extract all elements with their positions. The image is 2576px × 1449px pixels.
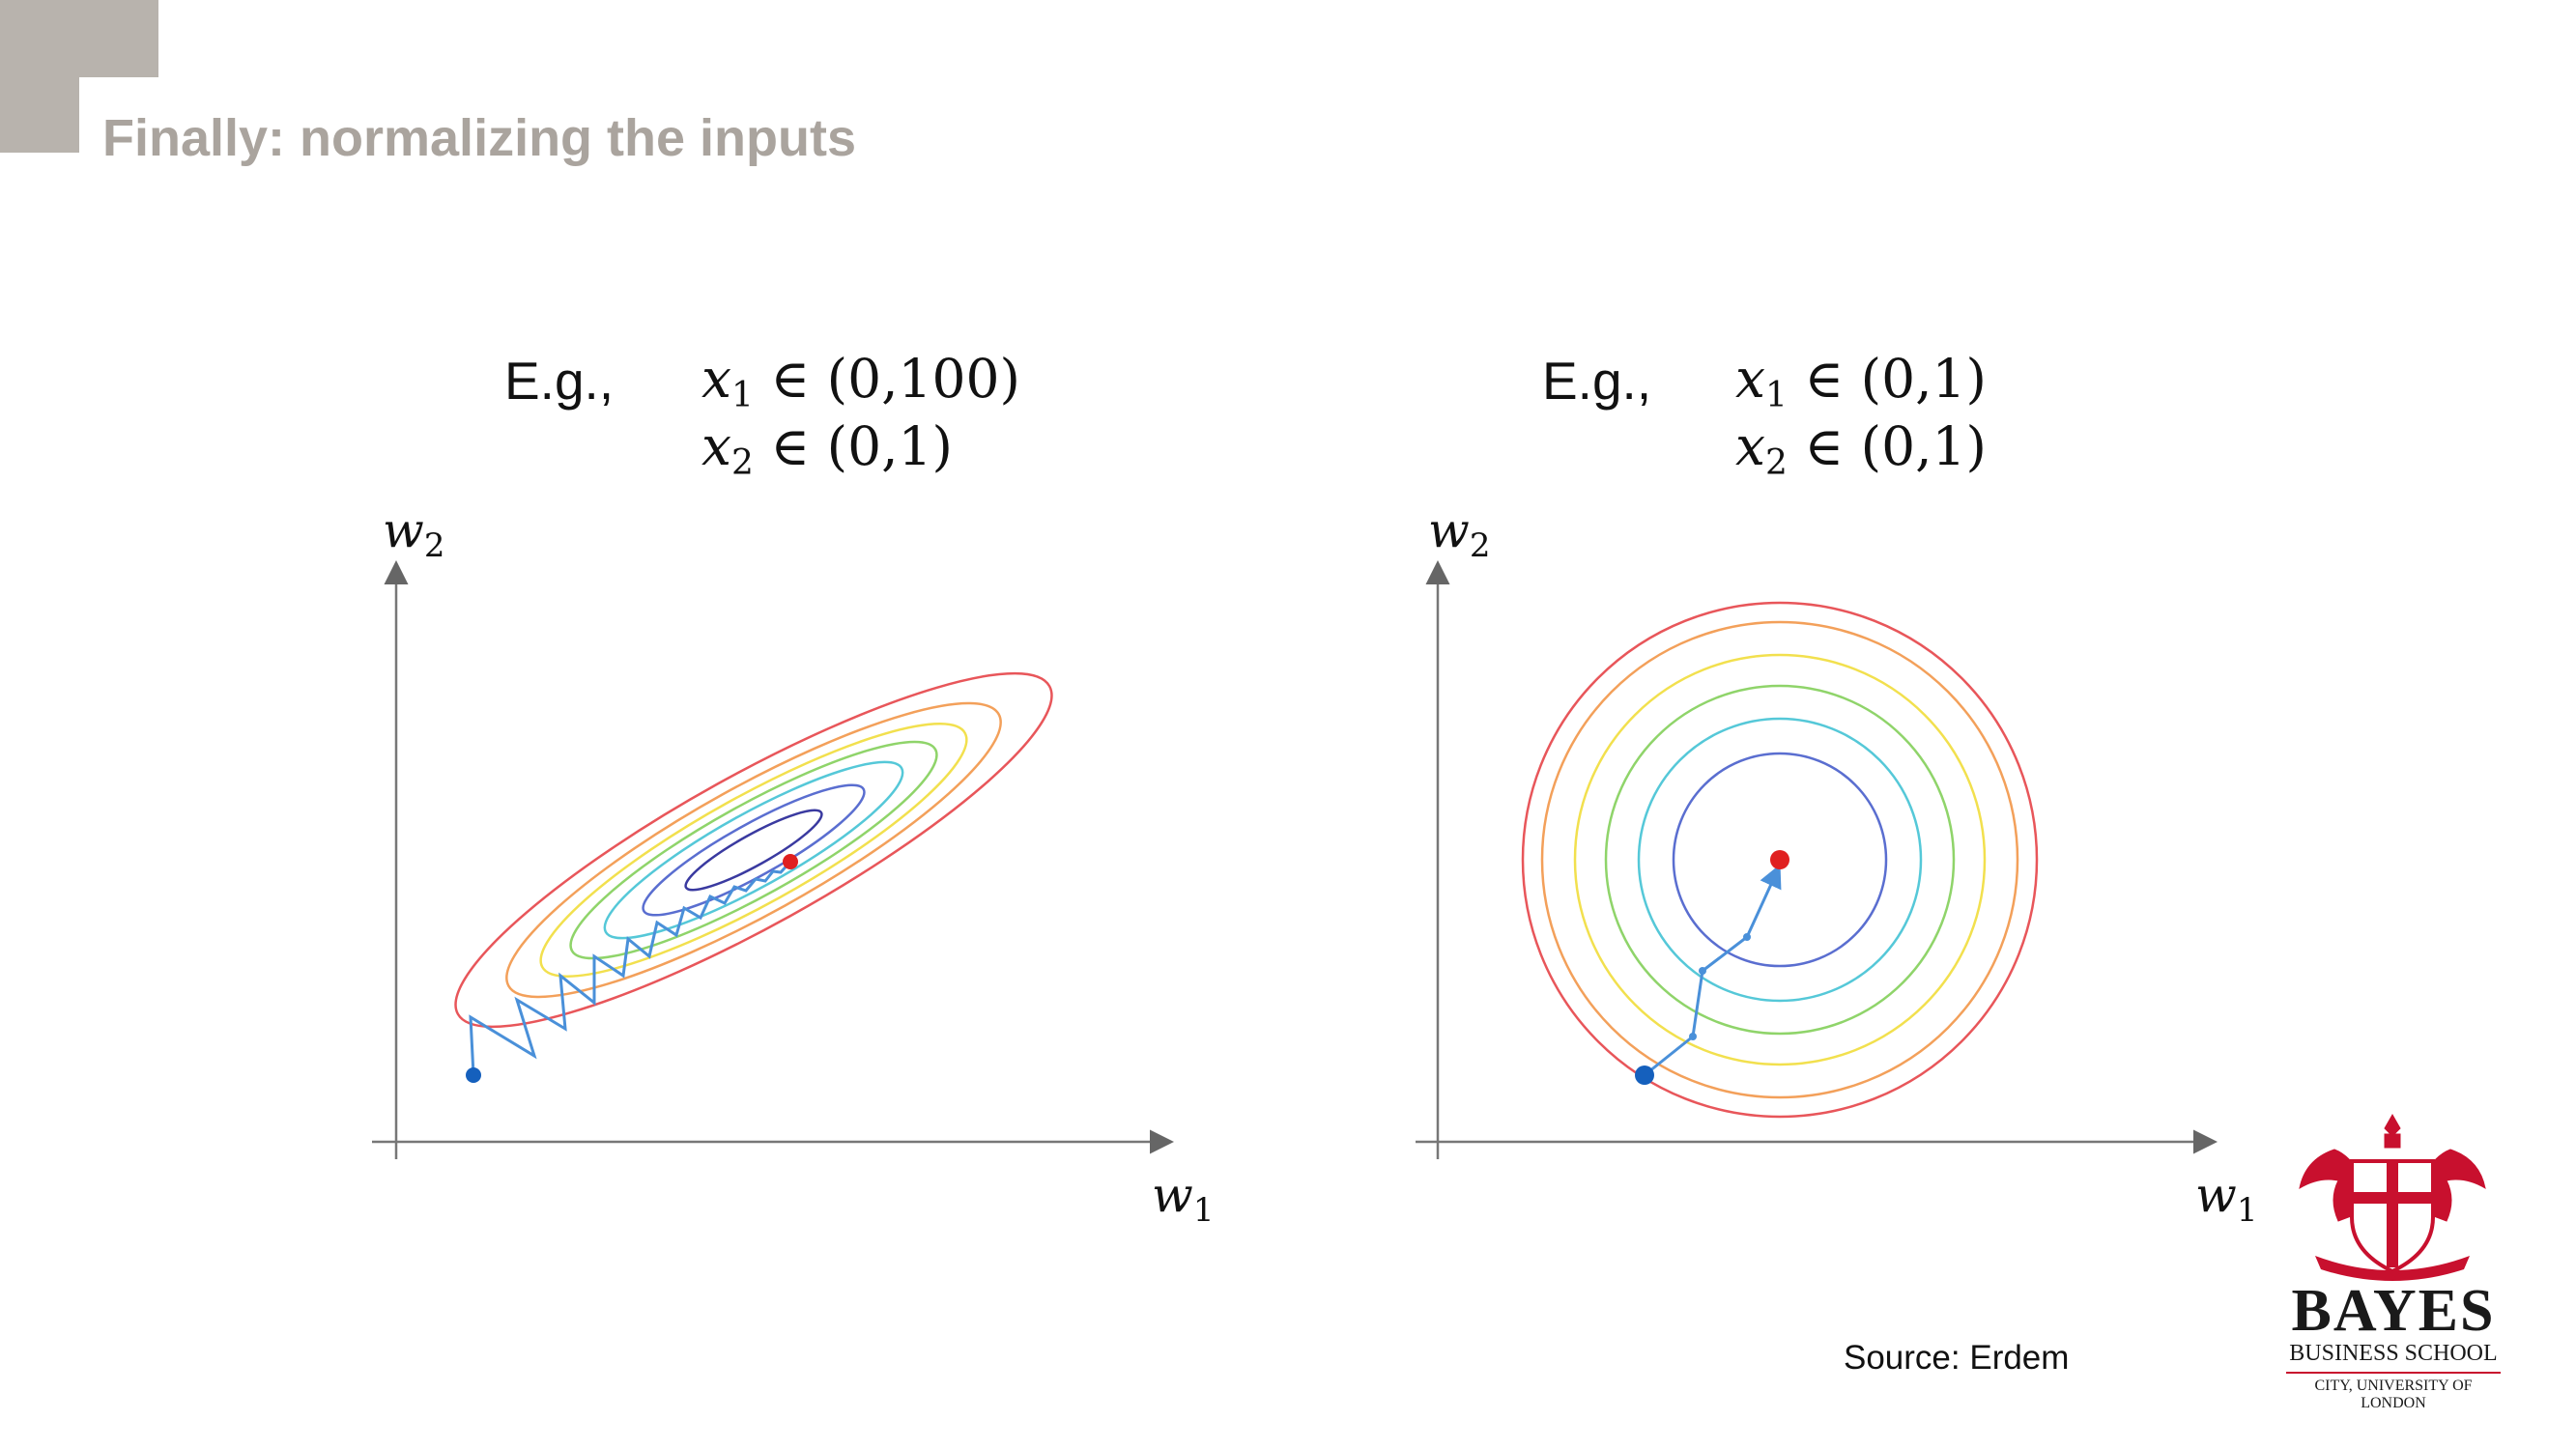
right-start-point: [1635, 1065, 1654, 1085]
logo-university: CITY, UNIVERSITY OF LONDON: [2314, 1378, 2473, 1411]
right-contour-line: [1521, 601, 2039, 1119]
left-contour-line: [539, 723, 968, 978]
right-x1-condition: x1 ∈ (0,1): [1735, 348, 1987, 415]
logo-name: BAYES: [2291, 1278, 2496, 1344]
right-circular-contours: [1521, 601, 2039, 1119]
left-elongated-contours: [454, 671, 1053, 1029]
logo-subtitle: BUSINESS SCHOOL: [2289, 1341, 2498, 1366]
right-contour-line: [1573, 653, 1987, 1066]
left-contour-line: [684, 809, 823, 892]
source-credit: Source: Erdem: [1844, 1339, 2070, 1377]
slide-title: Finally: normalizing the inputs: [102, 109, 857, 167]
right-minimum-point: [1770, 850, 1789, 869]
left-x2-condition: x2 ∈ (0,1): [701, 415, 953, 483]
left-axes: [372, 560, 1174, 1159]
left-contour-line: [603, 760, 904, 940]
left-contour-line: [505, 701, 1002, 999]
bayes-crest-icon: [2299, 1113, 2486, 1281]
right-contour-line: [1540, 620, 2019, 1099]
right-path-step: [1699, 967, 1706, 975]
right-direct-descent-path: [1644, 864, 1782, 1077]
left-contour-line: [454, 671, 1053, 1029]
right-y-axis-label: w2: [1428, 502, 1491, 565]
right-axes: [1416, 560, 2218, 1159]
right-contour-line: [1637, 717, 1923, 1003]
left-start-point: [466, 1067, 481, 1083]
left-x1-condition: x1 ∈ (0,100): [701, 348, 1020, 415]
right-x2-condition: x2 ∈ (0,1): [1735, 415, 1987, 483]
left-contour-line: [642, 783, 866, 917]
right-contour-line: [1672, 752, 1888, 968]
left-y-axis-label: w2: [383, 502, 445, 565]
right-path-step: [1689, 1033, 1697, 1040]
left-minimum-point: [783, 854, 798, 869]
left-x-axis-label: w1: [1152, 1167, 1215, 1230]
corner-decoration-lower: [0, 77, 79, 153]
logo-divider: [2286, 1372, 2501, 1374]
left-contour-line: [569, 740, 938, 960]
right-eg-label: E.g.,: [1542, 351, 1652, 411]
right-contour-line: [1604, 684, 1956, 1036]
right-path-step: [1743, 933, 1751, 941]
right-x-axis-label: w1: [2195, 1167, 2258, 1230]
corner-decoration: [0, 0, 158, 77]
left-eg-label: E.g.,: [504, 351, 615, 411]
left-zigzag-descent-path: [469, 860, 792, 1076]
